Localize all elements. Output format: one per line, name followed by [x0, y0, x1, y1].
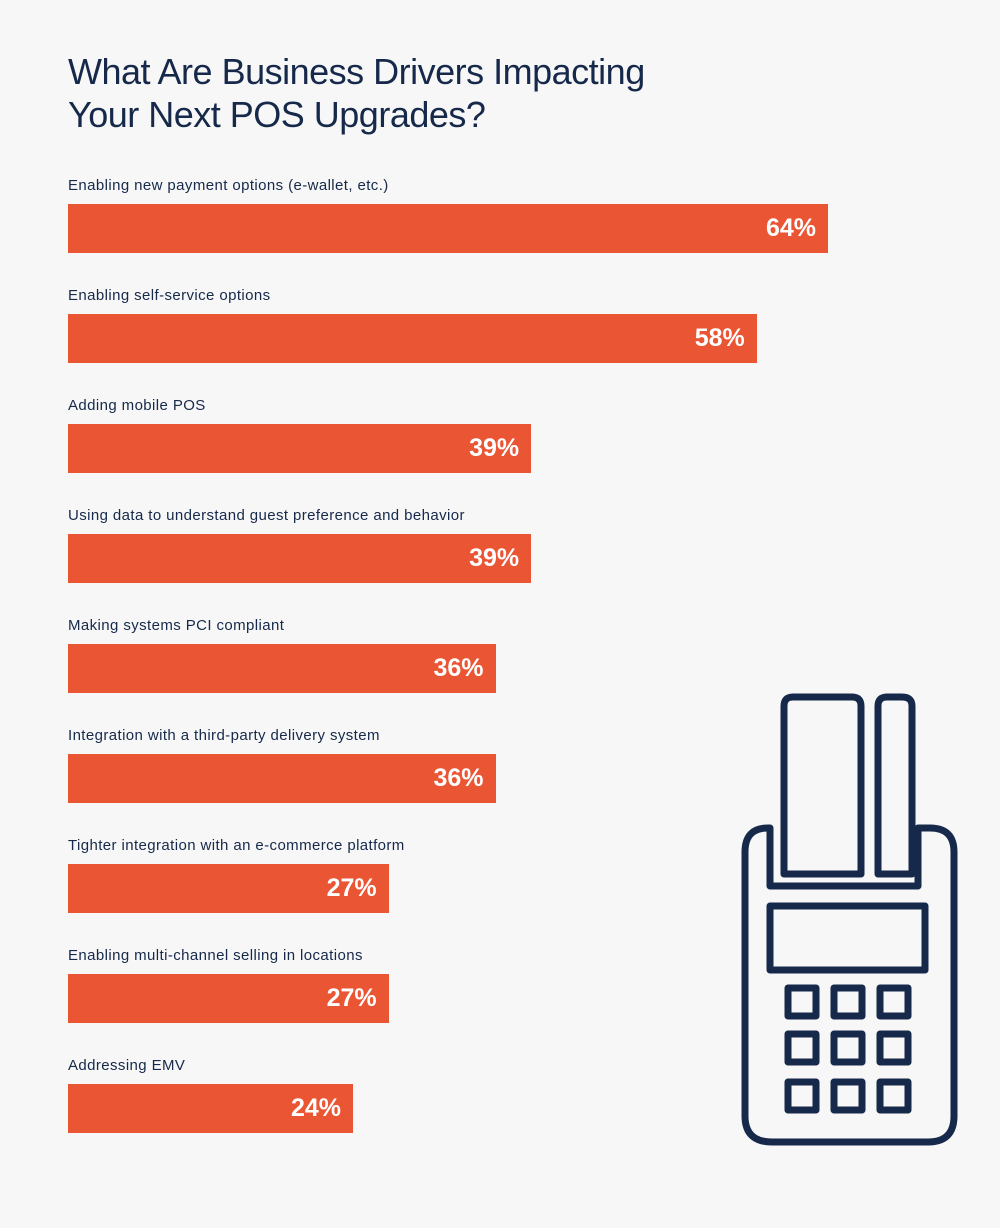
bar-value-label: 27%: [326, 874, 377, 902]
bar-value-label: 39%: [469, 544, 520, 572]
bar: 27%: [68, 974, 389, 1023]
bar-value-label: 24%: [290, 1094, 341, 1122]
bar: 36%: [68, 644, 496, 693]
pos-terminal-icon: [741, 693, 958, 1146]
chart-title: What Are Business Drivers Impacting Your…: [68, 50, 768, 136]
bar-label: Using data to understand guest preferenc…: [68, 507, 465, 524]
chart-title-line-1: What Are Business Drivers Impacting: [68, 51, 645, 92]
bar-label: Enabling multi-channel selling in locati…: [68, 947, 363, 964]
bar-label: Tighter integration with an e-commerce p…: [68, 837, 405, 854]
bar-label: Addressing EMV: [68, 1057, 186, 1074]
bar: 58%: [68, 314, 757, 363]
bar: 39%: [68, 424, 532, 473]
bar-value-label: 39%: [469, 434, 520, 462]
bar-value-label: 27%: [326, 984, 377, 1012]
bar: 24%: [68, 1084, 353, 1133]
bar: 27%: [68, 864, 389, 913]
chart-title-line-2: Your Next POS Upgrades?: [68, 94, 486, 135]
bar-label: Integration with a third-party delivery …: [68, 727, 380, 744]
bar-label: Adding mobile POS: [68, 397, 206, 414]
bar-label: Enabling self-service options: [68, 287, 271, 304]
bar: 36%: [68, 754, 496, 803]
bar-value-label: 36%: [433, 654, 484, 682]
bar-value-label: 58%: [694, 324, 745, 352]
bar: 64%: [68, 204, 828, 253]
bar: 39%: [68, 534, 532, 583]
bar-label: Making systems PCI compliant: [68, 617, 285, 634]
bar-label: Enabling new payment options (e-wallet, …: [68, 177, 389, 194]
bar-value-label: 36%: [433, 764, 484, 792]
bar-value-label: 64%: [765, 214, 816, 242]
